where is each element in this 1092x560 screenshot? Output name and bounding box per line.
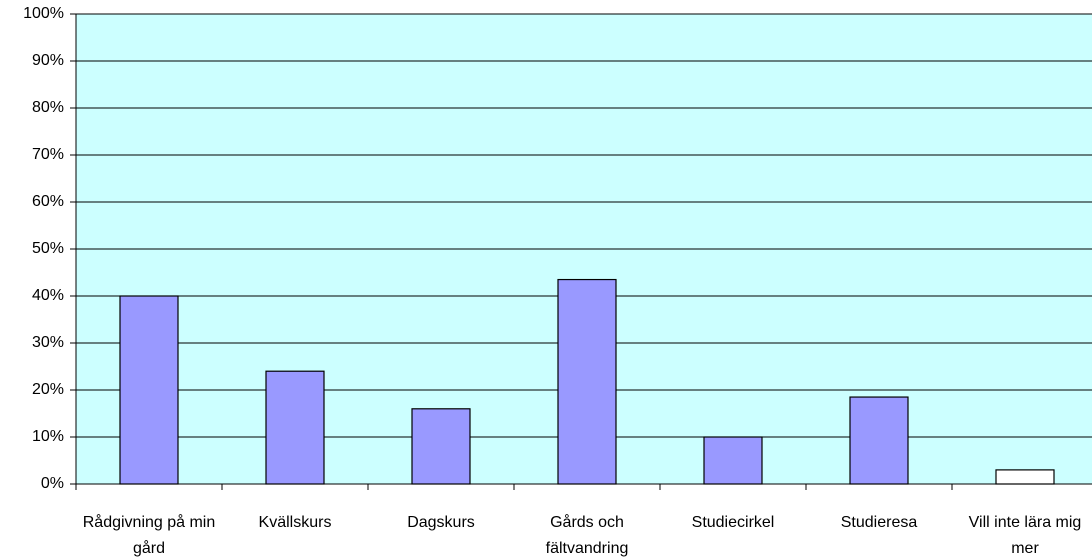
y-tick-label: 0%: [41, 475, 64, 492]
y-tick-label: 50%: [32, 240, 64, 257]
bar: [557, 278, 617, 485]
y-tick-label: 30%: [32, 334, 64, 351]
bar: [849, 396, 909, 485]
x-tick-label: Kvällskurs: [258, 514, 332, 531]
x-tick-label: Studieresa: [840, 514, 918, 531]
y-tick-label: 60%: [32, 193, 64, 210]
x-tick-label: Gårds och fältvandring: [545, 514, 629, 557]
bar: [265, 370, 325, 485]
x-tick-label: Vill inte lära mig mer: [968, 514, 1082, 557]
x-tick-label: Studiecirkel: [691, 514, 775, 531]
x-tick-label: Dagskurs: [407, 514, 475, 531]
bar: [411, 408, 471, 485]
y-tick-label: 90%: [32, 52, 64, 69]
bar: [119, 295, 179, 485]
bar: [995, 469, 1055, 485]
y-tick-label: 100%: [23, 5, 64, 22]
y-tick-label: 70%: [32, 146, 64, 163]
y-tick-label: 20%: [32, 381, 64, 398]
x-tick-label: Rådgivning på min gård: [82, 514, 216, 557]
bar: [703, 436, 763, 485]
y-tick-label: 10%: [32, 428, 64, 445]
y-tick-label: 80%: [32, 99, 64, 116]
y-tick-label: 40%: [32, 287, 64, 304]
